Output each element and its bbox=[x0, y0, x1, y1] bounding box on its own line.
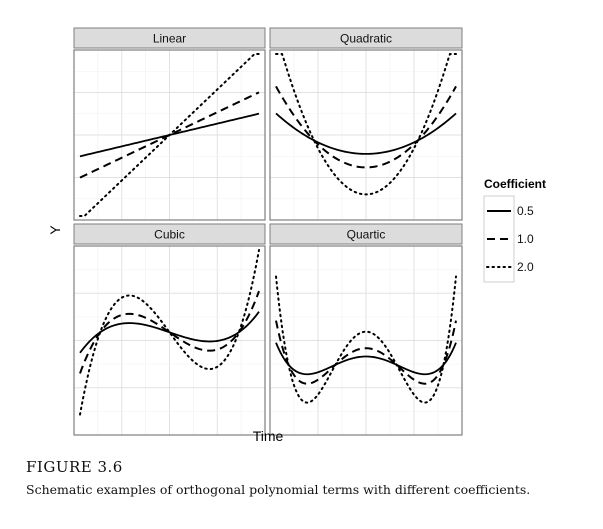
series-line-1-0 bbox=[275, 320, 457, 385]
facet-strip bbox=[73, 27, 266, 49]
facet-title: Quadratic bbox=[340, 32, 392, 46]
facet-panel-linear: Linear bbox=[73, 27, 266, 221]
legend-title: Coefficient bbox=[484, 177, 546, 191]
facet-title: Quartic bbox=[347, 228, 386, 242]
series-line-1-0 bbox=[275, 85, 457, 169]
series-line-0-5 bbox=[275, 112, 457, 155]
series-line-0-5 bbox=[275, 342, 457, 376]
x-axis-title: Time bbox=[253, 428, 284, 444]
facet-panel-quadratic: Quadratic bbox=[269, 27, 463, 221]
faceted-polynomial-chart: Linear Quadratic Cubic Quartic Y Time Coeff… bbox=[47, 27, 546, 444]
series-line-1-0 bbox=[79, 91, 260, 179]
panel-border bbox=[73, 49, 266, 221]
y-axis-title: Y bbox=[47, 225, 63, 235]
legend: Coefficient 0.5 1.0 2.0 bbox=[483, 177, 546, 283]
panel-border bbox=[269, 245, 463, 436]
series-line-2-0 bbox=[275, 275, 457, 404]
gridlines bbox=[270, 246, 462, 435]
panels: Linear Quadratic Cubic Quartic bbox=[73, 27, 463, 436]
legend-label: 2.0 bbox=[517, 260, 534, 274]
facet-title: Cubic bbox=[154, 228, 185, 242]
facet-panel-cubic: Cubic bbox=[73, 223, 266, 436]
series-line-2-0 bbox=[275, 53, 457, 196]
facet-panel-quartic: Quartic bbox=[269, 223, 463, 436]
gridlines bbox=[270, 50, 462, 220]
series-line-2-0 bbox=[79, 53, 260, 217]
panel-border bbox=[73, 245, 266, 436]
facet-title: Linear bbox=[153, 32, 186, 46]
facet-strip bbox=[73, 223, 266, 245]
panel-border bbox=[269, 49, 463, 221]
series-line-0-5 bbox=[79, 311, 260, 354]
figure-caption: Schematic examples of orthogonal polynom… bbox=[26, 482, 531, 497]
figure-label: FIGURE 3.6 bbox=[26, 458, 123, 476]
facet-strip bbox=[269, 223, 463, 245]
legend-label: 0.5 bbox=[517, 204, 534, 218]
facet-strip bbox=[269, 27, 463, 49]
legend-label: 1.0 bbox=[517, 232, 534, 246]
gridlines bbox=[74, 246, 265, 435]
